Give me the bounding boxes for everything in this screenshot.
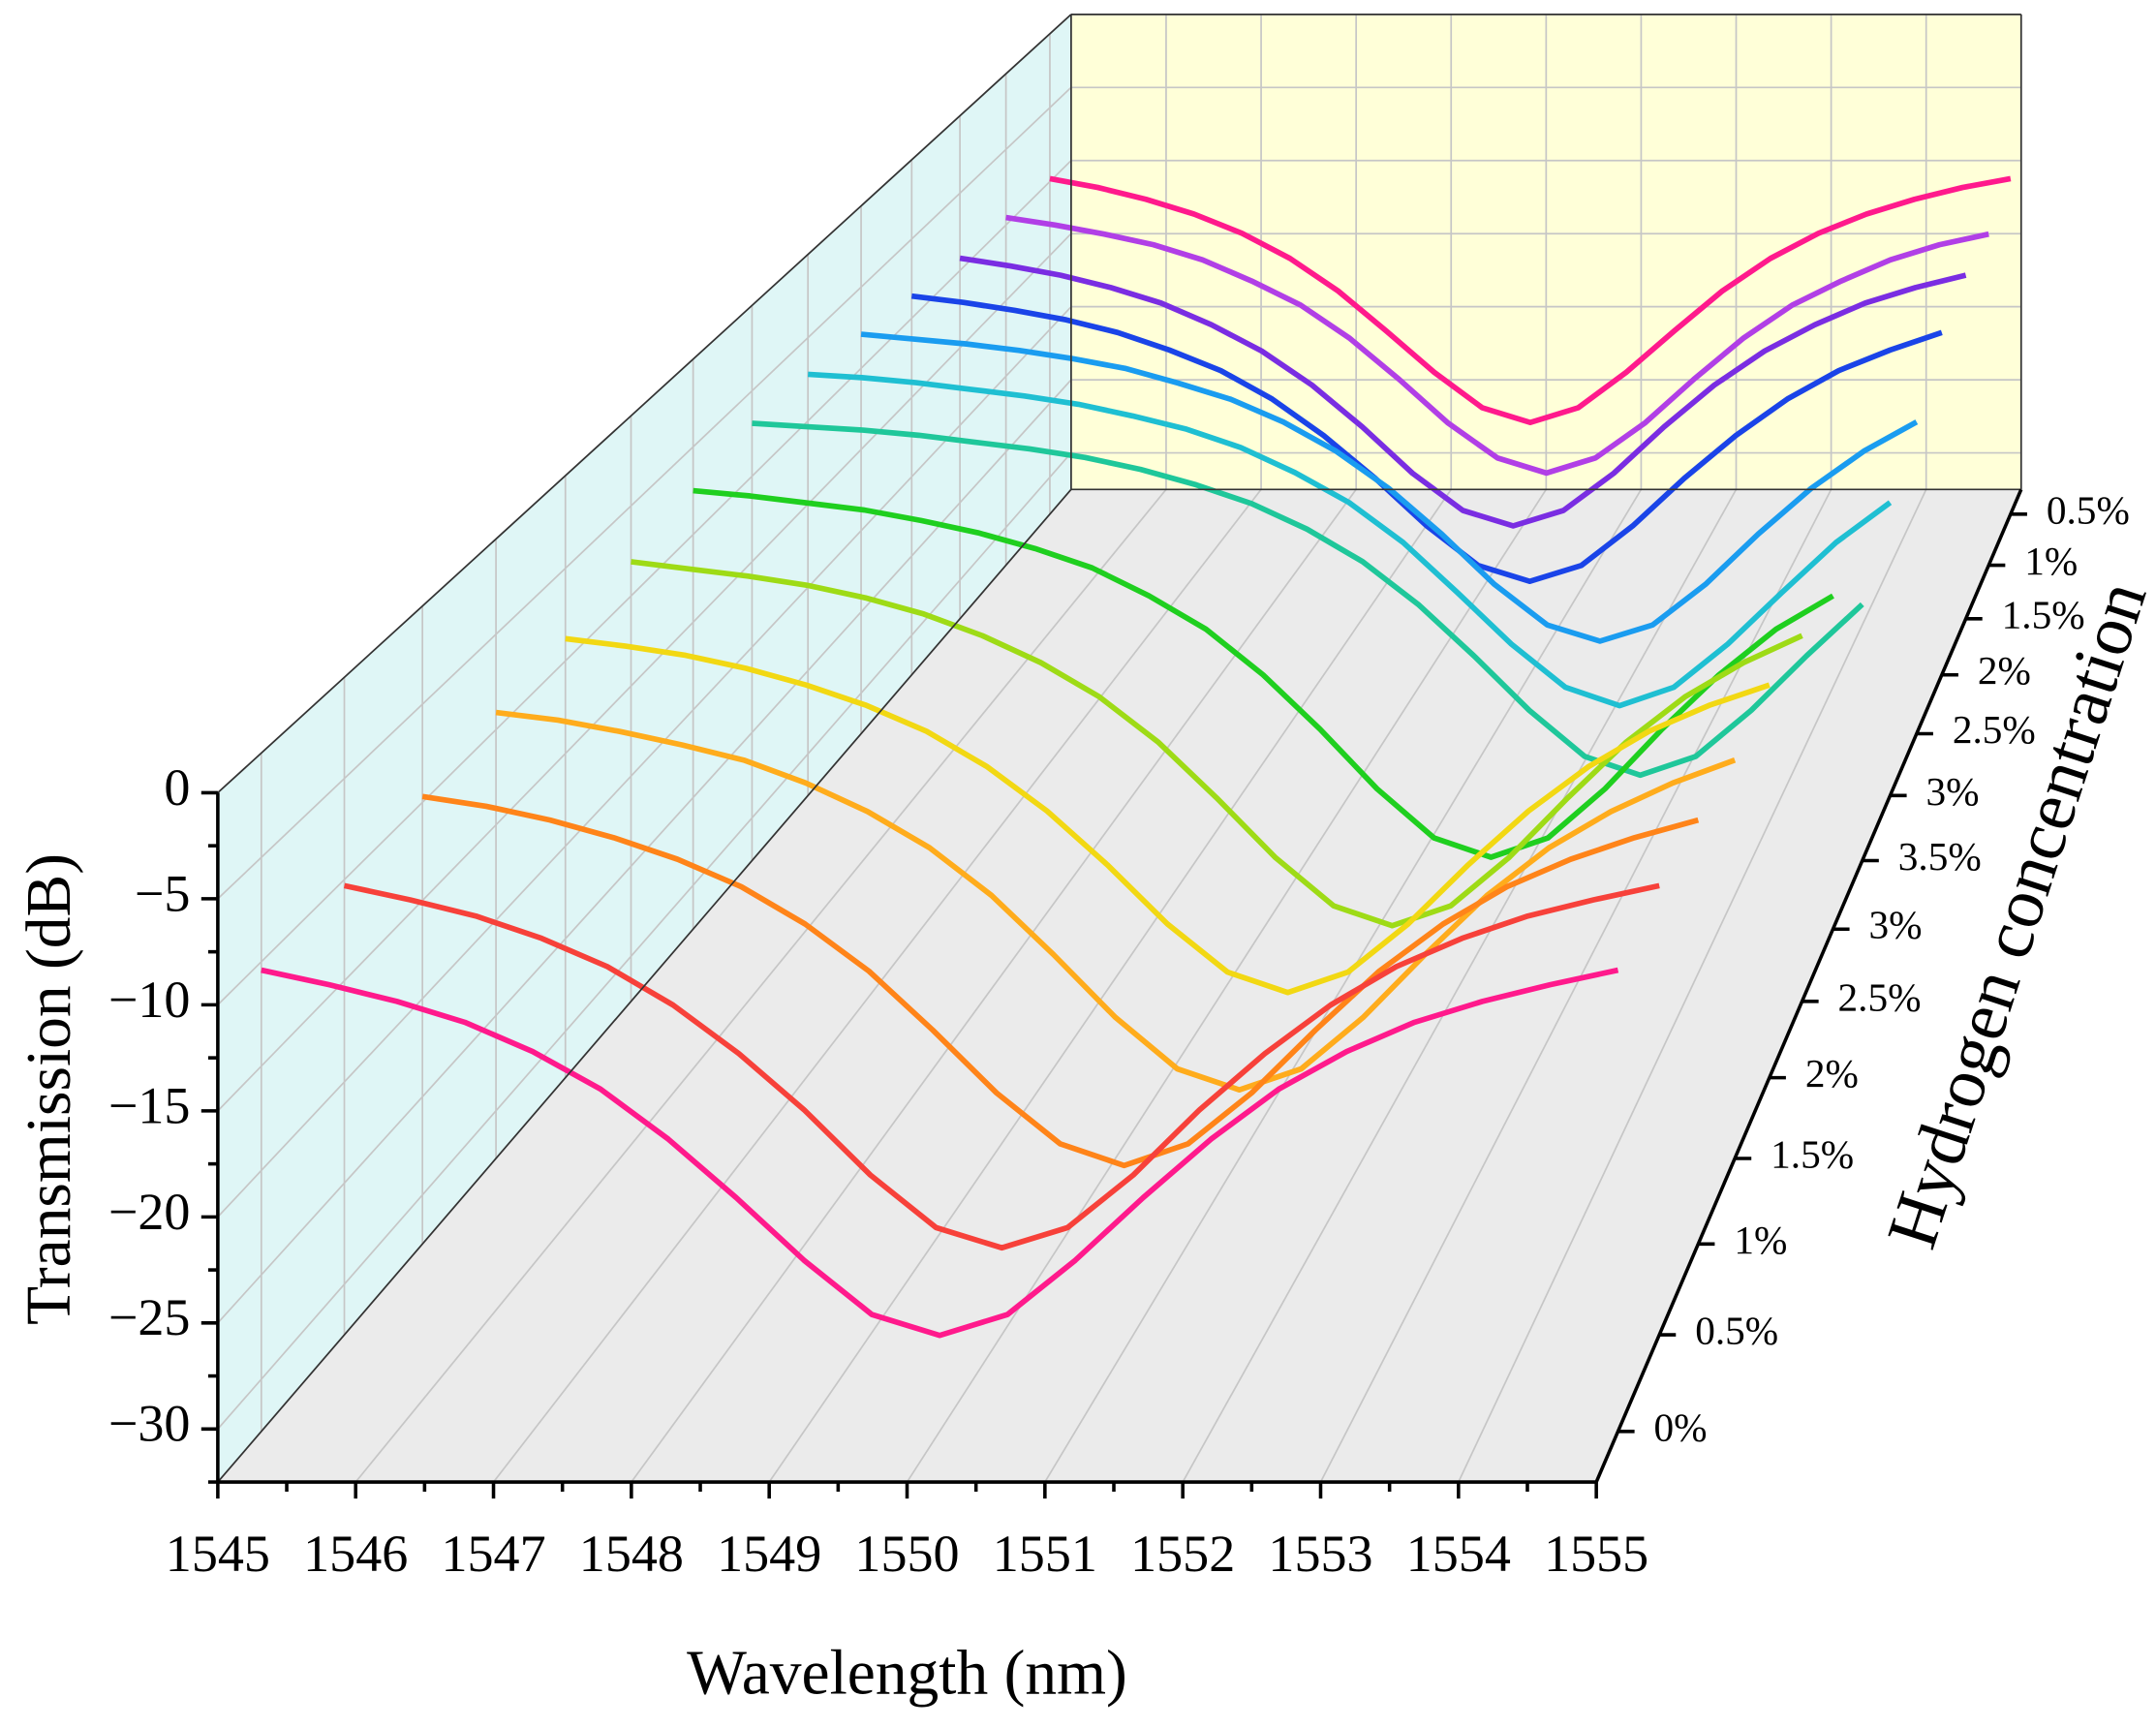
curve [495, 709, 1737, 1093]
x-tick-label: 1554 [1406, 1525, 1511, 1583]
axes: 0 −5 −10 −15 −20 −25 −30 1545 1546 1547 1548 1549 15… [108, 13, 2130, 1583]
z-tick-label: 3% [1868, 903, 1922, 947]
z-tick-label: 2% [1978, 648, 2031, 693]
z-tick-label: 2.5% [1953, 707, 2036, 752]
grid-line [217, 160, 1072, 1005]
z-tick-label: 0.5% [2047, 487, 2130, 532]
curve [693, 487, 1834, 860]
z-tick-label: 0.5% [1695, 1309, 1778, 1353]
y-tick-label: −30 [108, 1395, 191, 1453]
y-tick-label: −25 [108, 1288, 191, 1346]
x-tick-label: 1547 [441, 1525, 545, 1583]
wall-edge [217, 14, 1072, 794]
x-tick-label: 1548 [579, 1525, 684, 1583]
left-wall [217, 14, 1071, 1483]
curve [860, 331, 1919, 644]
y-tick-label: −10 [108, 971, 191, 1029]
x-tick-label: 1546 [303, 1525, 408, 1583]
grid-line [906, 488, 1548, 1483]
grid-line [354, 488, 1167, 1483]
z-tick-label: 1% [1734, 1218, 1787, 1262]
grid-line [217, 379, 1072, 1324]
x-tick-label: 1551 [993, 1525, 1097, 1583]
z-tick-label: 1.5% [1771, 1131, 1854, 1176]
x-tick-label: 1550 [854, 1525, 959, 1583]
x-tick-label: 1555 [1544, 1525, 1648, 1583]
curve [261, 967, 1619, 1339]
y-axis-title: Transmission (dB) [15, 853, 84, 1325]
curve [421, 793, 1700, 1169]
z-tick-label: 2.5% [1838, 974, 1922, 1019]
y-tick-label: −5 [135, 864, 191, 922]
z-tick-label: 3.5% [1898, 834, 1982, 879]
x-tick-label: 1552 [1130, 1525, 1235, 1583]
grid-line [1182, 488, 1738, 1483]
x-tick-label: 1549 [717, 1525, 821, 1583]
y-tick-label: −15 [108, 1076, 191, 1134]
y-tick-label: −20 [108, 1183, 191, 1241]
curve [808, 371, 1893, 709]
curve [1005, 214, 1989, 477]
z-tick-label: 3% [1926, 769, 1980, 814]
grid-line [1044, 488, 1643, 1483]
curves [261, 175, 2012, 1339]
curve [631, 559, 1803, 929]
floor [217, 489, 2021, 1483]
z-tick-label: 1% [2024, 539, 2078, 583]
z-axis [1594, 488, 2023, 1483]
grid-line [492, 488, 1262, 1483]
x-axis-title: Wavelength (nm) [687, 1639, 1127, 1709]
y-tick-label: 0 [164, 758, 190, 817]
z-tick-label: 2% [1805, 1051, 1859, 1095]
wall-edge [217, 488, 1072, 1483]
z-tick-label: 0% [1654, 1404, 1708, 1449]
grid-line [217, 232, 1072, 1112]
x-tick-label: 1545 [166, 1525, 270, 1583]
curve [959, 255, 1967, 529]
grid-line [217, 306, 1072, 1218]
grid-line [1458, 488, 1927, 1483]
curve [1049, 175, 2012, 426]
z-tick-label: 1.5% [2002, 592, 2085, 636]
grid-line [217, 86, 1072, 900]
curve [752, 420, 1864, 779]
curve [343, 882, 1660, 1251]
curve [910, 293, 1943, 585]
curve [565, 635, 1771, 996]
x-tick-label: 1553 [1268, 1525, 1372, 1583]
